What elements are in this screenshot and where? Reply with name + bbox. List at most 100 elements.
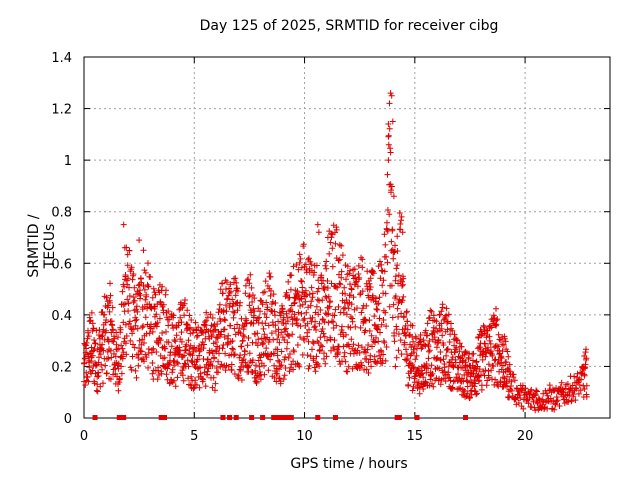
data-point (179, 353, 186, 360)
data-point (286, 368, 293, 375)
data-point (163, 287, 169, 294)
data-point (312, 368, 319, 375)
data-point (515, 400, 522, 406)
data-point (410, 349, 417, 356)
data-point (86, 364, 93, 371)
data-point (196, 384, 203, 391)
data-point (283, 310, 290, 317)
data-point (413, 335, 420, 342)
data-point (291, 300, 297, 307)
data-point (373, 295, 379, 302)
data-point (271, 362, 278, 369)
data-point (185, 363, 192, 370)
data-point (148, 349, 155, 356)
data-point (203, 317, 210, 324)
data-point (294, 316, 300, 323)
data-point (389, 227, 396, 234)
data-point (395, 272, 402, 279)
data-point (348, 286, 355, 293)
data-point (83, 345, 90, 352)
data-point (255, 336, 262, 343)
data-point (178, 319, 185, 326)
data-point (287, 351, 293, 357)
data-point (317, 348, 323, 354)
data-point (335, 257, 342, 264)
data-point (211, 354, 218, 361)
data-point (228, 361, 235, 368)
data-point (328, 318, 335, 325)
y-tick-label: 0.6 (51, 257, 72, 272)
data-point (209, 350, 216, 357)
data-point (270, 336, 277, 343)
data-point (534, 388, 540, 395)
data-point (214, 321, 221, 327)
data-point (272, 322, 279, 329)
data-point (464, 390, 471, 397)
data-point (130, 271, 137, 277)
data-point (389, 314, 396, 321)
data-point (451, 331, 458, 338)
data-point (231, 275, 237, 282)
data-point (575, 390, 582, 397)
data-point (374, 306, 381, 313)
data-point (473, 368, 480, 375)
data-point (165, 308, 172, 315)
data-point (506, 394, 513, 401)
data-point (298, 277, 304, 284)
data-point (341, 284, 348, 291)
data-point (333, 322, 340, 329)
data-point (107, 280, 113, 287)
data-point (223, 308, 230, 315)
data-point (150, 285, 157, 292)
data-point (142, 314, 149, 321)
data-point (410, 338, 417, 345)
data-point (383, 253, 390, 260)
data-point (220, 307, 227, 314)
data-point (322, 310, 329, 317)
data-point (174, 359, 181, 366)
data-point (142, 269, 149, 276)
zero-flag-mark (161, 415, 167, 420)
data-point (470, 357, 476, 364)
data-point (383, 323, 390, 330)
data-point (296, 259, 303, 266)
data-point (169, 322, 176, 328)
data-point (131, 284, 138, 291)
data-point (195, 324, 202, 331)
data-point (126, 293, 133, 299)
data-point (380, 277, 387, 284)
data-point (263, 299, 270, 306)
data-point (321, 333, 328, 340)
data-point (455, 385, 462, 392)
data-point (302, 298, 309, 305)
data-point (133, 316, 140, 323)
data-point (581, 386, 588, 392)
data-point (492, 376, 499, 383)
data-point (377, 329, 383, 336)
data-point (388, 92, 395, 99)
data-point (583, 393, 590, 400)
data-point (352, 279, 359, 286)
data-point (383, 344, 390, 350)
data-point (191, 384, 198, 391)
data-point (439, 332, 446, 339)
data-point (184, 307, 191, 314)
data-point (327, 239, 334, 246)
data-point (204, 356, 211, 363)
data-point (230, 308, 237, 315)
data-point (216, 350, 222, 357)
data-point (493, 317, 500, 324)
data-point (222, 367, 229, 374)
data-point (149, 360, 156, 366)
data-point (107, 299, 113, 306)
data-point (276, 375, 283, 382)
data-point (290, 358, 297, 365)
data-point (504, 383, 510, 390)
data-point (381, 268, 388, 275)
data-point (372, 322, 379, 329)
data-point (380, 351, 387, 358)
zero-flag-mark (92, 415, 98, 420)
data-point (145, 364, 151, 371)
data-point (394, 248, 401, 254)
data-point (110, 327, 117, 334)
